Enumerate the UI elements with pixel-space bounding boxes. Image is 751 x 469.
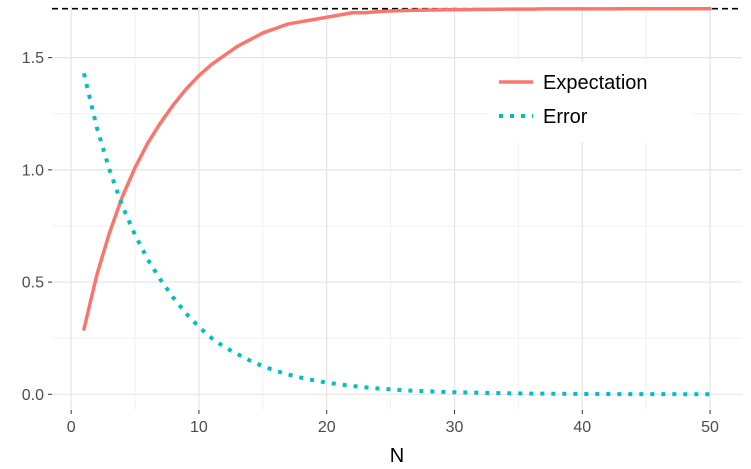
x-tick-label: 0 — [67, 419, 76, 436]
x-tick-label: 40 — [573, 419, 591, 436]
x-tick-label: 30 — [446, 419, 464, 436]
x-tick-label: 20 — [318, 419, 336, 436]
y-tick-label: 0.5 — [22, 275, 44, 292]
y-tick-label: 0.0 — [22, 387, 44, 404]
y-tick-label: 1.5 — [22, 50, 44, 67]
x-tick-label: 10 — [190, 419, 208, 436]
x-tick-label: 50 — [701, 419, 719, 436]
series-line-error — [81, 72, 711, 397]
legend-label-expectation: Expectation — [543, 72, 648, 94]
legend-label-error: Error — [543, 106, 588, 128]
series-group — [81, 6, 712, 397]
legend-background — [489, 62, 692, 142]
major-gridlines — [52, 6, 742, 410]
legend: Expectation Error — [489, 62, 692, 142]
series-line-expectation — [82, 6, 712, 331]
x-axis-ticks: 0 10 20 30 40 50 — [67, 410, 719, 436]
x-axis-title: N — [390, 445, 404, 467]
y-axis-ticks: 0.0 0.5 1.0 1.5 — [22, 50, 52, 404]
y-tick-label: 1.0 — [22, 162, 44, 179]
